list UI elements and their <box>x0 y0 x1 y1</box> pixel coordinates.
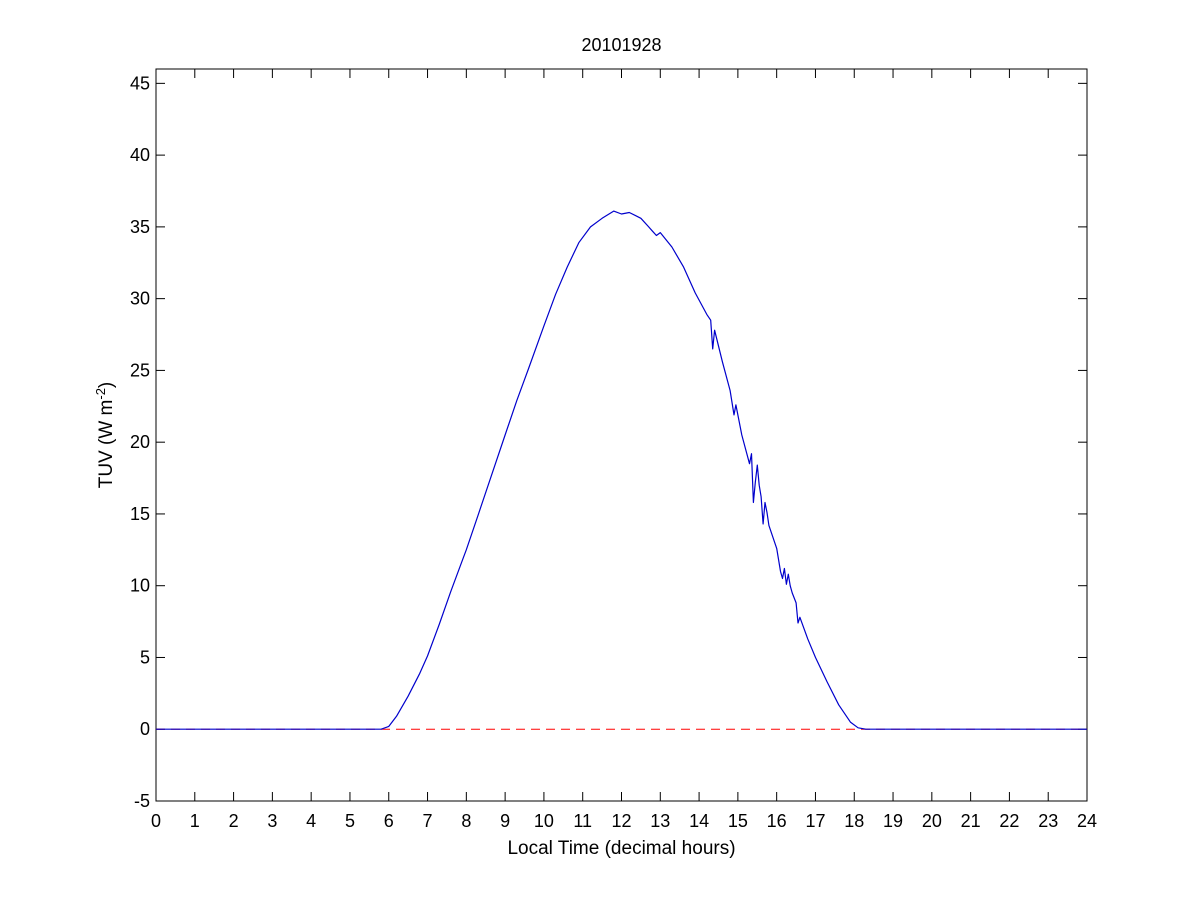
tuv-series-line <box>156 210 1087 730</box>
x-axis-title: Local Time (decimal hours) <box>507 838 735 859</box>
y-tick-label: 15 <box>130 504 150 524</box>
x-tick-label: 1 <box>190 811 200 831</box>
y-axis-title-close: ) <box>96 382 117 388</box>
x-tick-label: 13 <box>650 811 670 831</box>
x-tick-label: 10 <box>534 811 554 831</box>
ticks-layer: 0 1 2 3 4 5 6 7 8 9 10 11 12 13 14 15 16 17 18 19 20 21 22 23 24… <box>130 69 1097 831</box>
x-tick-label: 18 <box>844 811 864 831</box>
y-tick-label: 5 <box>140 647 150 667</box>
y-tick-label: 45 <box>130 73 150 93</box>
y-tick-label: -5 <box>134 791 150 811</box>
x-tick-label: 8 <box>461 811 471 831</box>
x-tick-label: 20 <box>922 811 942 831</box>
y-axis-title: TUV (W m-2) <box>93 382 118 489</box>
x-tick-label: 19 <box>883 811 903 831</box>
x-tick-label: 12 <box>611 811 631 831</box>
x-tick-label: 3 <box>267 811 277 831</box>
x-tick-label: 22 <box>999 811 1019 831</box>
x-tick-label: 24 <box>1077 811 1097 831</box>
x-tick-label: 9 <box>500 811 510 831</box>
x-tick-label: 17 <box>805 811 825 831</box>
x-tick-label: 6 <box>384 811 394 831</box>
x-tick-label: 5 <box>345 811 355 831</box>
x-tick-label: 23 <box>1038 811 1058 831</box>
x-tick-label: 14 <box>689 811 709 831</box>
y-tick-label: 30 <box>130 289 150 309</box>
y-axis-title-main: TUV (W m <box>96 400 117 489</box>
x-tick-label: 7 <box>423 811 433 831</box>
plot-frame <box>155 68 1088 802</box>
chart-title: 20101928 <box>581 35 661 55</box>
y-tick-label: 20 <box>130 432 150 452</box>
y-tick-label: 40 <box>130 145 150 165</box>
x-tick-label: 16 <box>767 811 787 831</box>
y-axis-title-superscript: -2 <box>93 388 108 400</box>
y-tick-label: 25 <box>130 360 150 380</box>
x-tick-label: 2 <box>229 811 239 831</box>
x-tick-label: 15 <box>728 811 748 831</box>
x-tick-label: 4 <box>306 811 316 831</box>
x-tick-label: 21 <box>961 811 981 831</box>
y-tick-label: 35 <box>130 217 150 237</box>
y-tick-label: 0 <box>140 719 150 739</box>
x-tick-label: 0 <box>151 811 161 831</box>
y-tick-label: 10 <box>130 576 150 596</box>
x-tick-label: 11 <box>573 811 592 831</box>
